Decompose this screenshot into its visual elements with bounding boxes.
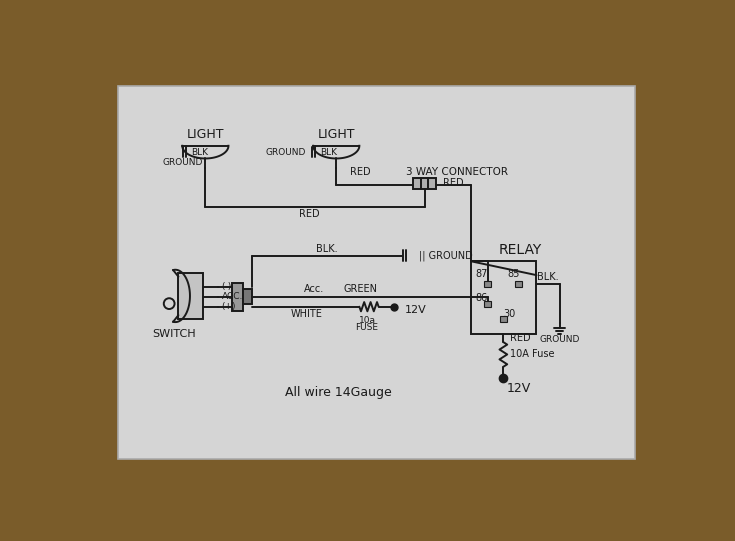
Text: ACC.: ACC. <box>221 292 243 301</box>
Text: All wire 14Gauge: All wire 14Gauge <box>284 386 392 399</box>
Bar <box>484 281 492 287</box>
Bar <box>484 301 492 307</box>
Text: 85: 85 <box>507 268 520 279</box>
Text: GROUND: GROUND <box>163 158 203 167</box>
Text: GREEN: GREEN <box>343 284 377 294</box>
Bar <box>232 283 243 311</box>
Text: WHITE: WHITE <box>290 309 322 319</box>
Text: SWITCH: SWITCH <box>152 329 196 339</box>
Bar <box>500 316 507 322</box>
Text: BLK: BLK <box>191 148 208 157</box>
Text: 30: 30 <box>503 308 516 319</box>
Bar <box>118 87 635 459</box>
Text: Acc.: Acc. <box>304 284 324 294</box>
Bar <box>471 261 537 334</box>
Text: RED: RED <box>350 167 370 176</box>
Text: BLK.: BLK. <box>537 273 559 282</box>
Text: LIGHT: LIGHT <box>187 129 224 142</box>
Text: BLK: BLK <box>320 148 337 157</box>
Text: 86: 86 <box>476 293 488 303</box>
Text: (+): (+) <box>221 302 236 311</box>
Text: RED: RED <box>442 179 463 188</box>
Bar <box>243 289 252 305</box>
Text: 10A Fuse: 10A Fuse <box>509 349 554 359</box>
Text: (-): (-) <box>221 282 232 291</box>
Text: 10a: 10a <box>359 316 376 325</box>
Text: LIGHT: LIGHT <box>318 129 355 142</box>
Text: || GROUND: || GROUND <box>419 250 473 261</box>
Text: FUSE: FUSE <box>356 323 379 332</box>
Text: BLK.: BLK. <box>316 244 338 254</box>
Text: 12V: 12V <box>405 305 426 315</box>
Text: 3 WAY CONNECTOR: 3 WAY CONNECTOR <box>406 167 508 177</box>
Bar <box>179 273 203 319</box>
Text: 87: 87 <box>476 268 488 279</box>
Bar <box>515 281 522 287</box>
Text: GROUND: GROUND <box>266 148 306 157</box>
Text: RED: RED <box>509 333 530 344</box>
Text: RELAY: RELAY <box>499 243 542 258</box>
Text: GROUND: GROUND <box>539 335 580 344</box>
Text: RED: RED <box>299 209 320 219</box>
Text: 12V: 12V <box>506 382 531 395</box>
Bar <box>413 178 437 189</box>
